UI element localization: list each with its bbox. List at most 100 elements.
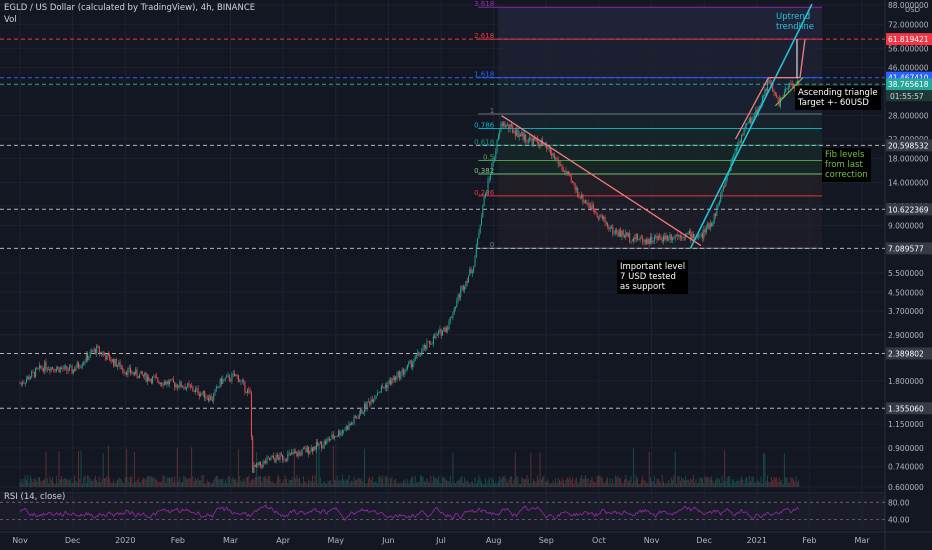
candle-body: [725, 179, 727, 187]
volume-bar: [23, 478, 25, 487]
time-tick-label: Feb: [171, 536, 185, 545]
volume-bar: [742, 479, 744, 487]
candle-body: [302, 448, 304, 450]
volume-bar: [244, 481, 246, 487]
candle-body: [72, 369, 74, 374]
volume-bar: [676, 483, 677, 487]
volume-bar: [213, 479, 215, 487]
volume-bar: [451, 483, 453, 487]
candle-body: [458, 295, 460, 298]
volume-bar: [386, 476, 388, 487]
candle-body: [577, 187, 579, 196]
volume-bar: [364, 449, 365, 487]
candle-body: [692, 234, 694, 239]
candle-body: [314, 446, 316, 450]
candle-body: [743, 127, 745, 136]
volume-bar: [403, 480, 404, 487]
candle-body: [739, 141, 741, 143]
volume-bar: [689, 481, 690, 487]
candle-body: [98, 347, 100, 353]
candle-body: [54, 370, 56, 372]
time-tick-label: Sep: [539, 536, 554, 545]
candle-body: [223, 378, 225, 380]
candle-body: [475, 244, 477, 257]
volume-bar: [360, 479, 362, 487]
candle-body: [162, 384, 164, 386]
candle-body: [591, 204, 593, 210]
candle-body: [152, 376, 154, 384]
candle-body: [348, 423, 350, 430]
volume-bar: [302, 476, 304, 487]
candle-body: [669, 234, 671, 240]
candle-body: [410, 360, 412, 368]
candle-body: [399, 371, 401, 379]
volume-bar: [427, 481, 429, 487]
candle-body: [430, 343, 432, 345]
volume-bar: [331, 483, 333, 487]
volume-bar: [105, 477, 107, 487]
annotation-support-line-3: as support: [620, 282, 665, 292]
candle-body: [365, 403, 367, 409]
volume-bar: [574, 479, 576, 487]
candle-body: [93, 348, 95, 352]
volume-bar: [201, 475, 203, 487]
volume-bar: [39, 477, 40, 487]
volume-bar: [339, 479, 341, 487]
volume-bar: [284, 475, 286, 487]
candle-body: [703, 229, 705, 239]
volume-bar: [202, 475, 204, 487]
volume-bar: [62, 479, 64, 487]
candle-body: [81, 364, 83, 367]
volume-bar: [718, 479, 720, 487]
volume-bar: [744, 478, 746, 487]
candle-body: [310, 447, 312, 452]
volume-bar: [780, 481, 781, 487]
volume-bar: [65, 478, 66, 487]
candle-body: [390, 380, 391, 385]
candle-body: [549, 148, 551, 153]
fib-zone: [498, 77, 822, 114]
volume-bar: [42, 480, 44, 487]
volume-bar: [764, 453, 766, 487]
volume-bar: [191, 447, 193, 487]
candle-body: [325, 441, 326, 444]
candle-body: [486, 192, 488, 194]
volume-bar: [529, 483, 531, 487]
candle-body: [546, 143, 547, 149]
volume-bar: [783, 453, 785, 487]
candle-body: [221, 378, 222, 384]
volume-bar: [136, 480, 138, 487]
candle-body: [709, 223, 711, 230]
candle-body: [442, 330, 443, 336]
candle-body: [696, 236, 698, 238]
candle-body: [578, 195, 580, 198]
candle-body: [352, 423, 354, 424]
candle-body: [344, 429, 346, 431]
volume-bar: [618, 478, 620, 487]
candle-body: [219, 378, 221, 387]
volume-bar: [721, 475, 723, 487]
volume-bar: [490, 483, 492, 487]
uptrend-trendline: [689, 3, 813, 249]
candle-body: [266, 457, 268, 464]
candle-body: [622, 230, 624, 236]
volume-bar: [556, 482, 558, 487]
candle-body: [734, 151, 736, 156]
volume-bar: [230, 483, 232, 487]
volume-bar: [708, 477, 710, 487]
candle-body: [65, 366, 66, 367]
candle-body: [746, 123, 748, 126]
candle-body: [249, 390, 251, 393]
candle-body: [453, 308, 455, 315]
candle-body: [793, 85, 794, 86]
volume-bar: [250, 479, 252, 487]
candle-body: [257, 463, 259, 465]
candle-body: [167, 381, 169, 385]
volume-bar: [494, 483, 495, 487]
volume-bar: [59, 479, 61, 487]
volume-bar: [367, 478, 369, 487]
candle-body: [55, 368, 57, 372]
volume-bar: [741, 476, 742, 487]
volume-bar: [630, 476, 632, 487]
